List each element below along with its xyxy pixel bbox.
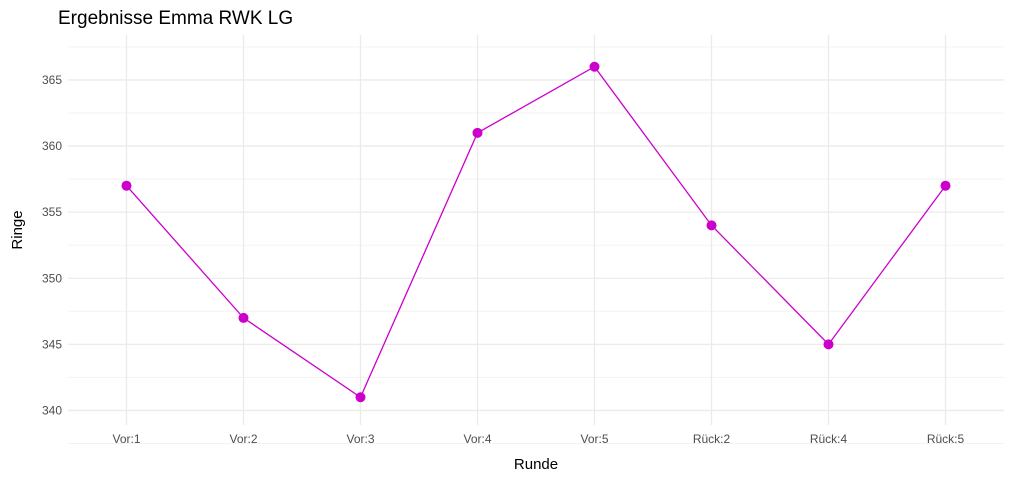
x-axis-title: Runde: [514, 456, 558, 473]
y-axis-title: Ringe: [9, 210, 26, 249]
x-tick-label: Vor:2: [229, 432, 257, 446]
data-point: [355, 392, 366, 403]
x-tick-label: Rück:2: [693, 432, 731, 446]
x-tick-labels: Vor:1 Vor:2 Vor:3 Vor:4 Vor:5 Rück:2 Rück:4 Rüc…: [112, 432, 964, 446]
series-line: [126, 65, 947, 399]
grid: [68, 35, 1004, 445]
chart-title: Ergebnisse Emma RWK LG: [58, 8, 293, 29]
data-point: [940, 180, 951, 191]
x-tick-label: Vor:4: [463, 432, 491, 446]
data-point: [472, 127, 483, 138]
y-tick-label: 360: [42, 139, 62, 153]
x-tick-label: Vor:1: [112, 432, 140, 446]
data-point: [238, 312, 249, 323]
data-point: [589, 61, 600, 72]
x-tick-label: Rück:4: [810, 432, 848, 446]
y-tick-label: 350: [42, 271, 62, 285]
y-tick-label: 355: [42, 205, 62, 219]
series: [121, 61, 951, 403]
y-tick-label: 340: [42, 403, 62, 417]
y-tick-label: 365: [42, 73, 62, 87]
x-tick-label: Vor:5: [580, 432, 608, 446]
data-point: [121, 180, 132, 191]
y-tick-labels: 340 345 350 355 360 365: [42, 73, 62, 418]
data-point: [706, 220, 717, 231]
x-tick-label: Vor:3: [346, 432, 374, 446]
y-tick-label: 345: [42, 337, 62, 351]
x-tick-label: Rück:5: [927, 432, 965, 446]
data-point: [823, 339, 834, 350]
